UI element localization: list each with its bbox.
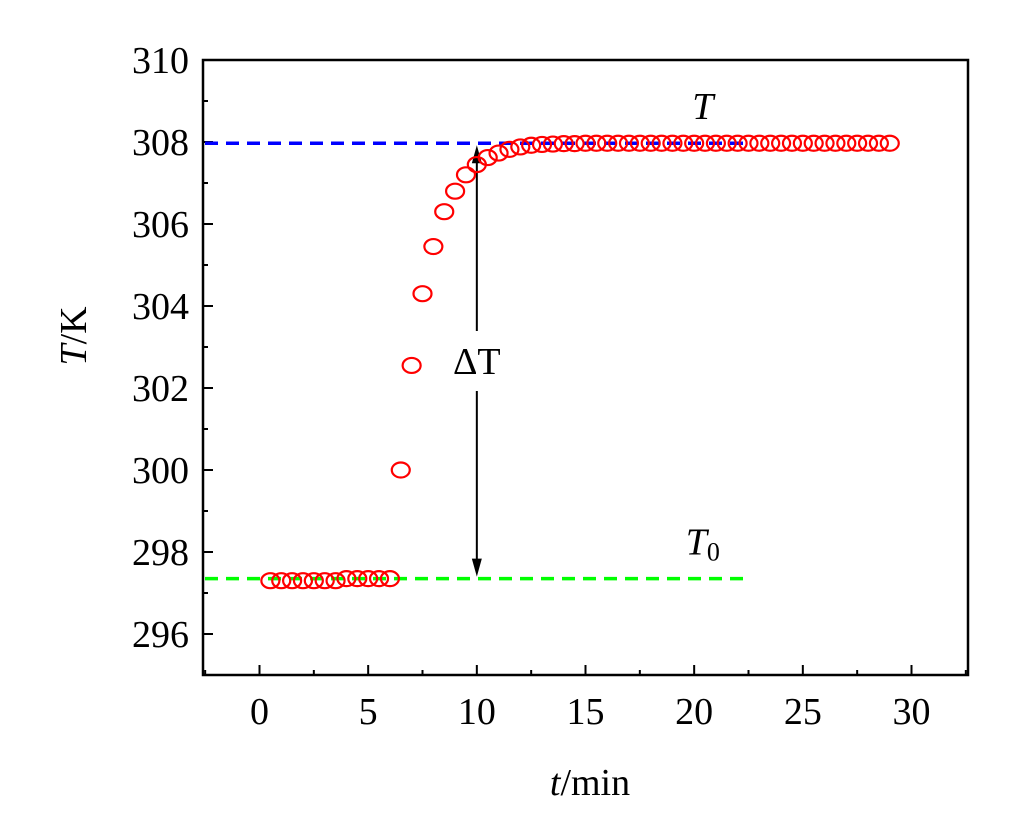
data-point: [781, 134, 803, 152]
data-point: [390, 461, 411, 479]
data-point: [510, 138, 531, 156]
y-axis-label: T/K: [53, 306, 95, 366]
data-point: [282, 572, 303, 590]
x-axis-var: t: [550, 762, 562, 804]
data-point: [542, 135, 564, 153]
data-point: [314, 572, 335, 590]
data-point: [618, 134, 640, 152]
data-point: [705, 134, 726, 152]
reference-label-subscript: 0: [707, 538, 720, 567]
x-tick-label: 15: [567, 691, 605, 733]
x-tick-label: 10: [458, 691, 496, 733]
data-point: [662, 134, 683, 152]
data-point: [401, 356, 422, 375]
x-tick-label: 5: [359, 691, 378, 733]
data-point: [303, 572, 324, 590]
data-point: [575, 134, 596, 152]
data-point: [814, 134, 835, 152]
data-point: [358, 570, 379, 588]
y-axis-unit: /K: [53, 306, 95, 345]
data-point: [879, 134, 900, 152]
data-point: [760, 134, 781, 152]
delta-T-label: ΔT: [453, 341, 501, 383]
data-point: [727, 134, 748, 152]
data-point: [684, 134, 705, 152]
data-point: [847, 134, 868, 152]
data-point: [607, 134, 629, 152]
data-point: [716, 134, 737, 152]
data-point: [336, 570, 357, 588]
x-tick-label: 30: [892, 691, 930, 733]
data-point: [499, 140, 520, 158]
data-point: [738, 134, 759, 152]
data-point: [564, 135, 585, 153]
data-point: [434, 203, 455, 221]
data-point: [651, 134, 672, 152]
y-tick-label: 302: [132, 368, 189, 410]
y-tick-label: 298: [132, 532, 189, 574]
data-point: [412, 285, 433, 303]
data-point: [770, 134, 792, 152]
data-point: [347, 570, 368, 588]
data-point: [803, 134, 824, 152]
data-point: [325, 572, 346, 590]
reference-label-var: T: [686, 522, 710, 564]
x-tick-label: 0: [250, 691, 269, 733]
x-tick-label: 20: [675, 691, 713, 733]
data-point: [673, 134, 694, 152]
data-point: [792, 134, 813, 152]
data-point: [597, 134, 618, 152]
data-point: [271, 572, 292, 590]
y-tick-label: 310: [132, 40, 189, 82]
y-tick-label: 296: [132, 614, 189, 656]
x-axis-label: t/min: [550, 762, 630, 804]
y-axis-var: T: [53, 342, 95, 366]
data-point: [857, 134, 879, 152]
data-point: [521, 136, 542, 154]
data-point: [445, 182, 466, 200]
data-point: [379, 570, 401, 588]
data-point: [694, 134, 716, 152]
data-point: [629, 134, 650, 152]
data-point: [477, 148, 498, 167]
data-point: [825, 134, 846, 152]
data-point: [586, 134, 607, 152]
reference-label-T: T: [692, 86, 716, 128]
data-point: [749, 134, 770, 152]
reference-label-T0: T0: [686, 522, 720, 567]
y-tick-label: 304: [132, 286, 189, 328]
data-point: [836, 134, 857, 152]
data-point: [531, 135, 553, 154]
y-tick-label: 308: [132, 122, 189, 164]
data-point: [368, 570, 390, 588]
data-point: [868, 134, 889, 152]
plot-frame: [201, 58, 970, 677]
data-point: [260, 572, 281, 590]
y-tick-label: 300: [132, 450, 189, 492]
data-point: [423, 237, 444, 256]
reference-label-var: T: [692, 86, 716, 128]
data-point: [553, 135, 574, 153]
data-point: [488, 144, 509, 162]
x-tick-label: 25: [784, 691, 822, 733]
y-tick-label: 306: [132, 204, 189, 246]
data-point: [455, 166, 477, 184]
delta-arrow-head-down: [471, 558, 482, 577]
data-point: [640, 134, 661, 152]
data-point: [292, 572, 314, 590]
x-axis-unit: /min: [560, 762, 630, 804]
